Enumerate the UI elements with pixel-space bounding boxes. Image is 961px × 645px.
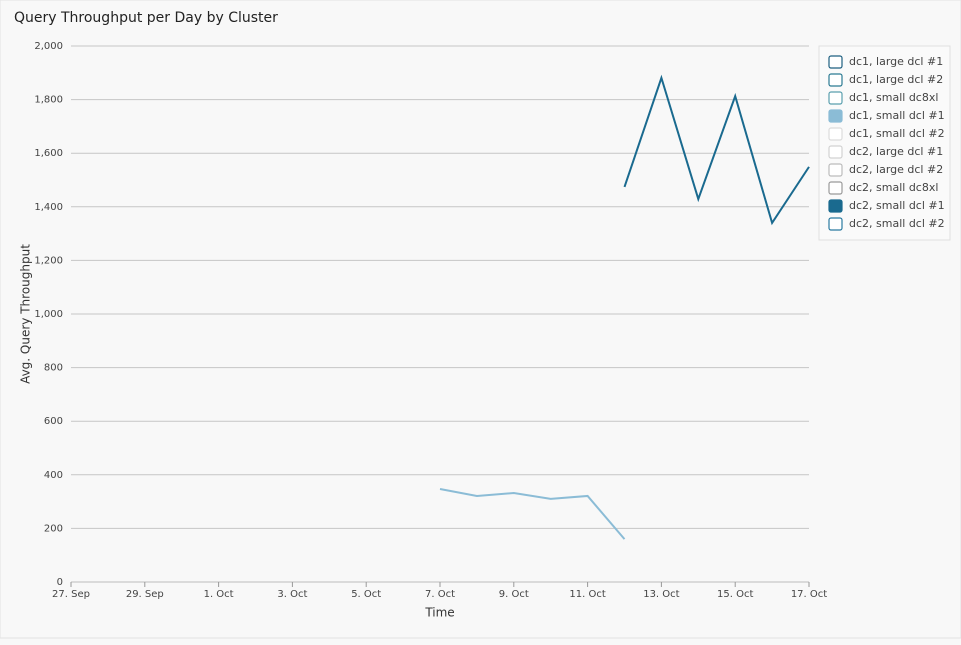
legend-label[interactable]: dc2, small dc8xl	[849, 181, 938, 194]
x-tick-label: 17. Oct	[791, 589, 827, 600]
x-tick-label: 27. Sep	[52, 589, 90, 600]
legend-swatch[interactable]	[828, 181, 843, 195]
legend-label[interactable]: dc1, large dcl #2	[849, 73, 943, 86]
x-tick-label: 3. Oct	[277, 589, 307, 600]
y-tick-label: 600	[44, 416, 63, 427]
x-tick-label: 7. Oct	[425, 589, 455, 600]
series-line	[439, 488, 626, 540]
y-tick-label: 1,000	[34, 309, 63, 320]
x-tick-label: 29. Sep	[126, 589, 164, 600]
y-tick-label: 2,000	[34, 41, 63, 52]
legend-swatch[interactable]	[828, 217, 843, 231]
x-tick-label: 11. Oct	[569, 589, 605, 600]
x-axis-title: Time	[424, 606, 454, 620]
y-tick-label: 1,400	[34, 202, 63, 213]
legend-label[interactable]: dc2, large dcl #2	[849, 163, 943, 176]
legend-label[interactable]: dc1, small dcl #2	[849, 127, 945, 140]
legend-label[interactable]: dc2, large dcl #1	[849, 145, 943, 158]
y-tick-label: 200	[44, 523, 63, 534]
y-axis-title: Avg. Query Throughput	[19, 244, 33, 384]
series-line	[623, 74, 810, 226]
legend-label[interactable]: dc1, small dc8xl	[849, 91, 938, 104]
y-tick-label: 400	[44, 470, 63, 481]
y-tick-label: 1,600	[34, 148, 63, 159]
legend-label[interactable]: dc2, small dcl #1	[849, 199, 945, 212]
y-tick-label: 0	[57, 577, 63, 588]
legend-swatch[interactable]	[828, 163, 843, 177]
legend-swatch[interactable]	[828, 73, 843, 87]
x-tick-label: 1. Oct	[204, 589, 234, 600]
y-tick-label: 800	[44, 363, 63, 374]
legend-swatch[interactable]	[828, 145, 843, 159]
legend-label[interactable]: dc2, small dcl #2	[849, 217, 945, 230]
x-tick-label: 9. Oct	[499, 589, 529, 600]
legend-swatch[interactable]	[828, 55, 843, 69]
legend-label[interactable]: dc1, large dcl #1	[849, 55, 943, 68]
legend-label[interactable]: dc1, small dcl #1	[849, 109, 945, 122]
legend-swatch[interactable]	[828, 109, 843, 123]
legend-swatch[interactable]	[828, 91, 843, 105]
x-tick-label: 15. Oct	[717, 589, 753, 600]
chart-title: Query Throughput per Day by Cluster	[14, 10, 278, 26]
x-tick-label: 13. Oct	[643, 589, 679, 600]
y-tick-label: 1,200	[34, 255, 63, 266]
legend-swatch[interactable]	[828, 127, 843, 141]
legend-swatch[interactable]	[828, 199, 843, 213]
y-tick-label: 1,800	[34, 95, 63, 106]
x-tick-label: 5. Oct	[351, 589, 381, 600]
